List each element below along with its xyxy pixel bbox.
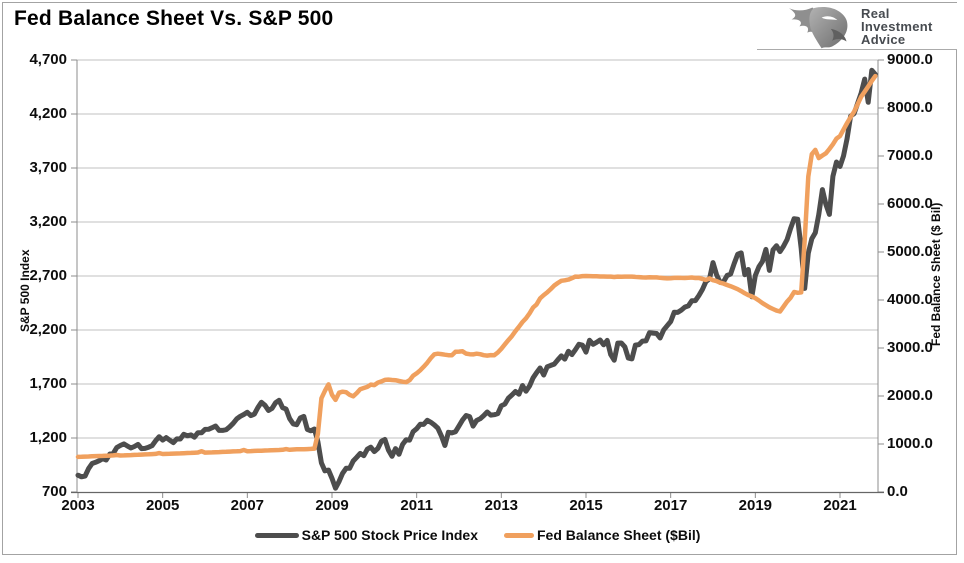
legend-label-sp500: S&P 500 Stock Price Index xyxy=(301,527,478,543)
legend-label-fed: Fed Balance Sheet ($Bil) xyxy=(537,527,701,543)
brand-logo: Real Investment Advice xyxy=(757,3,957,50)
brand-name: Real Investment Advice xyxy=(861,7,933,46)
right-axis-title: Fed Balance Sheet ($ Bil) xyxy=(929,202,943,346)
legend-item-sp500: S&P 500 Stock Price Index xyxy=(254,527,478,543)
chart-title: Fed Balance Sheet Vs. S&P 500 xyxy=(14,7,334,30)
brand-line-2: Investment xyxy=(861,19,933,34)
brand-line-1: Real xyxy=(861,6,890,21)
left-axis-title: S&P 500 Index xyxy=(18,249,32,333)
legend: S&P 500 Stock Price Index Fed Balance Sh… xyxy=(77,527,878,543)
fed-line-swatch xyxy=(504,532,534,538)
sp500-line-swatch xyxy=(254,532,299,538)
fed-line xyxy=(75,73,878,460)
legend-item-fed: Fed Balance Sheet ($Bil) xyxy=(504,527,700,543)
brand-line-3: Advice xyxy=(861,32,906,47)
sp500-line xyxy=(75,67,878,491)
eagle-logo-icon xyxy=(788,6,848,49)
page-border xyxy=(2,2,957,555)
